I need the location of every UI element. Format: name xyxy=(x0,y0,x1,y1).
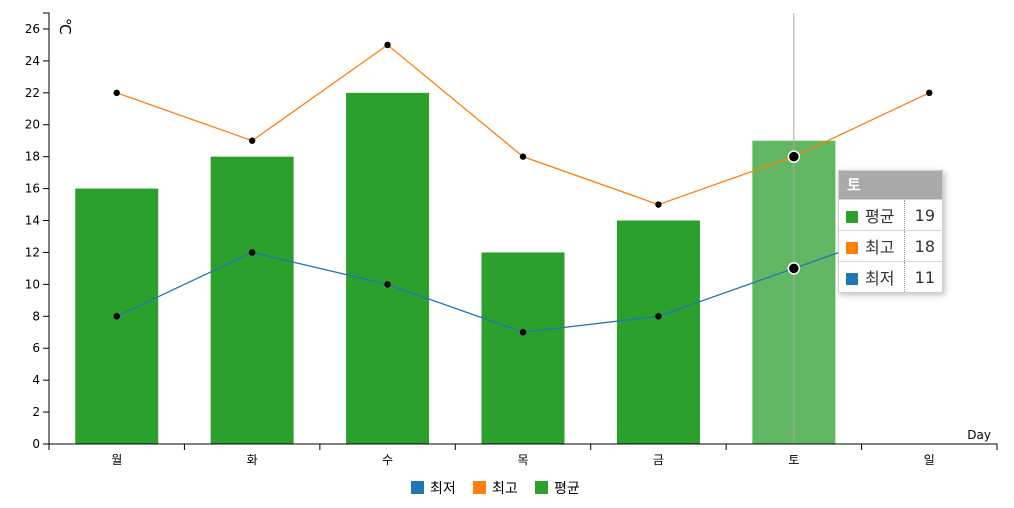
x-tick-label: 금 xyxy=(653,453,664,467)
tooltip-row-avg: 평균 19 xyxy=(839,199,942,231)
y-tick-label: 16 xyxy=(25,182,40,196)
y-tick-label: 6 xyxy=(32,341,40,355)
y-tick-label: 4 xyxy=(32,373,40,387)
y-tick-label: 12 xyxy=(25,245,40,259)
point-series-1-토[interactable] xyxy=(787,150,801,163)
tooltip-swatch-min xyxy=(846,273,858,285)
point-series-0-금[interactable] xyxy=(655,313,662,320)
bar-목[interactable] xyxy=(481,252,565,444)
point-series-0-목[interactable] xyxy=(519,329,527,336)
tooltip-name-avg: 평균 xyxy=(865,207,895,226)
y-tick-label: 10 xyxy=(25,277,40,291)
y-tick-label: 14 xyxy=(25,214,40,228)
legend-label: 최저 xyxy=(430,481,456,497)
legend-item-0[interactable]: 최저 xyxy=(411,481,456,497)
point-series-1-수[interactable] xyxy=(384,41,391,49)
point-series-0-화[interactable] xyxy=(248,249,256,256)
y-tick-label: 18 xyxy=(25,150,40,164)
legend-label: 평균 xyxy=(554,481,580,497)
legend-swatch xyxy=(411,481,424,494)
x-tick-label: 토 xyxy=(788,453,799,467)
y-tick-label: 8 xyxy=(32,309,40,323)
tooltip-value-min: 11 xyxy=(904,261,942,292)
bars-layer xyxy=(75,92,836,444)
point-series-1-월[interactable] xyxy=(113,89,120,97)
legend-item-2[interactable]: 평균 xyxy=(535,481,580,497)
x-axis-line xyxy=(48,443,998,450)
tooltip-swatch-max xyxy=(846,242,858,254)
point-series-1-화[interactable] xyxy=(248,137,256,144)
legend-swatch xyxy=(535,481,548,494)
legend-label: 최고 xyxy=(492,481,518,497)
tooltip-table: 평균 19 최고 18 최저 11 xyxy=(839,199,942,292)
tooltip-value-avg: 19 xyxy=(904,199,942,231)
y-tick-label: 2 xyxy=(32,405,40,419)
x-tick-label: 수 xyxy=(382,453,393,467)
tooltip-title: 토 xyxy=(839,171,942,199)
x-axis-label: Day xyxy=(967,428,991,442)
tooltip-row-max: 최고 18 xyxy=(839,230,942,262)
point-series-0-수[interactable] xyxy=(384,281,391,288)
tooltip-name-max: 최고 xyxy=(865,238,895,257)
bar-화[interactable] xyxy=(210,156,294,444)
point-series-1-목[interactable] xyxy=(519,153,527,160)
y-tick-label: 0 xyxy=(32,437,40,451)
chart-tooltip: 토 평균 19 최고 18 최저 11 xyxy=(838,170,943,293)
x-tick-label: 월 xyxy=(111,453,122,467)
x-tick-label: 화 xyxy=(247,453,258,467)
y-tick-label: 26 xyxy=(25,22,40,36)
y-axis-label: ℃ xyxy=(56,18,74,35)
point-series-0-월[interactable] xyxy=(113,313,120,320)
x-tick-label: 일 xyxy=(924,453,935,467)
y-tick-label: 22 xyxy=(25,86,40,100)
legend-item-1[interactable]: 최고 xyxy=(473,481,518,497)
legend-swatch xyxy=(473,481,486,494)
points-layer xyxy=(113,41,933,336)
tooltip-row-min: 최저 11 xyxy=(839,261,942,292)
bar-금[interactable] xyxy=(616,220,700,444)
point-series-1-일[interactable] xyxy=(926,89,933,97)
point-series-0-토[interactable] xyxy=(787,262,801,275)
y-tick-label: 20 xyxy=(25,118,40,132)
bar-수[interactable] xyxy=(346,92,430,444)
tooltip-value-max: 18 xyxy=(904,230,942,262)
y-tick-label: 24 xyxy=(25,54,40,68)
tooltip-name-min: 최저 xyxy=(865,269,895,288)
y-axis-line xyxy=(43,12,50,445)
point-series-1-금[interactable] xyxy=(655,201,662,208)
tooltip-swatch-avg xyxy=(846,211,858,223)
legend[interactable]: 최저 최고 평균 xyxy=(411,481,580,497)
x-tick-label: 목 xyxy=(517,453,528,467)
